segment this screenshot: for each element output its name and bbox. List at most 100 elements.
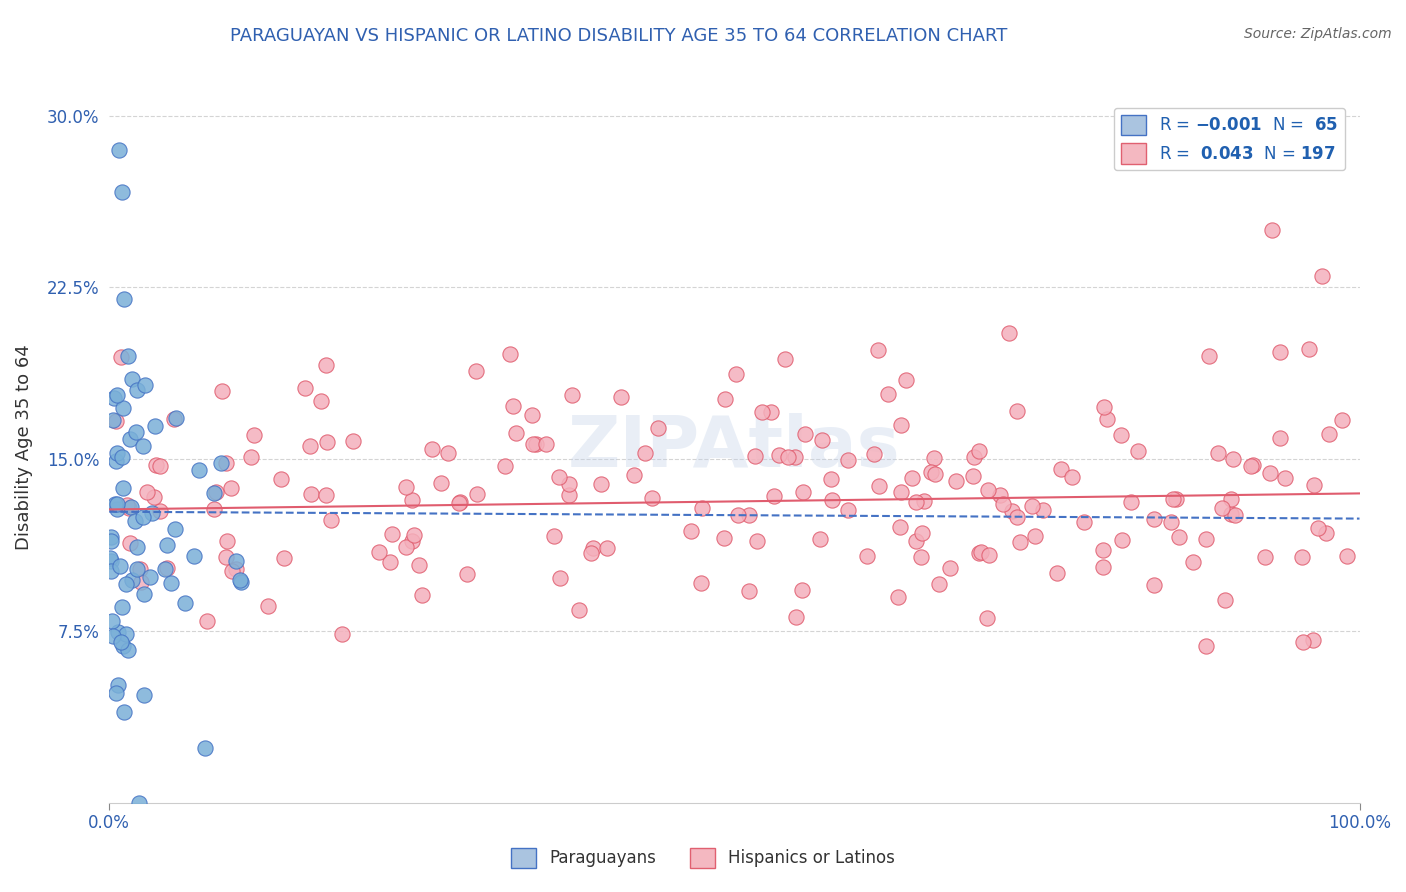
Point bbox=[904, 533, 927, 548]
Point bbox=[522, 436, 544, 450]
Point bbox=[110, 600, 132, 615]
Point bbox=[1195, 639, 1218, 653]
Point bbox=[188, 463, 211, 477]
Point bbox=[165, 522, 187, 536]
Point bbox=[524, 437, 547, 451]
Point bbox=[1268, 345, 1291, 359]
Point bbox=[811, 434, 834, 448]
Point bbox=[100, 564, 122, 578]
Point bbox=[1126, 444, 1149, 458]
Point bbox=[143, 490, 166, 504]
Point bbox=[912, 494, 935, 508]
Point bbox=[505, 426, 527, 441]
Point bbox=[1292, 635, 1315, 649]
Point bbox=[449, 494, 471, 508]
Point bbox=[713, 531, 735, 545]
Point bbox=[1220, 507, 1243, 521]
Point bbox=[1298, 342, 1320, 356]
Point bbox=[149, 458, 172, 473]
Point bbox=[127, 540, 149, 554]
Point bbox=[134, 378, 156, 392]
Point bbox=[1021, 500, 1043, 514]
Point bbox=[112, 401, 135, 415]
Point bbox=[243, 427, 266, 442]
Point bbox=[101, 629, 124, 643]
Point bbox=[976, 483, 998, 497]
Point bbox=[1302, 633, 1324, 648]
Point bbox=[117, 642, 139, 657]
Point bbox=[257, 599, 280, 613]
Point bbox=[837, 453, 859, 467]
Point bbox=[117, 500, 139, 515]
Point bbox=[1005, 510, 1028, 524]
Point bbox=[105, 501, 128, 516]
Point bbox=[194, 740, 217, 755]
Point bbox=[342, 434, 364, 449]
Point bbox=[890, 417, 912, 432]
Point bbox=[820, 472, 842, 486]
Point bbox=[633, 446, 655, 460]
Point bbox=[889, 520, 911, 534]
Point bbox=[1195, 532, 1218, 546]
Point bbox=[229, 574, 252, 589]
Point bbox=[117, 349, 139, 363]
Point bbox=[110, 634, 132, 648]
Point bbox=[1163, 491, 1185, 506]
Point bbox=[1258, 466, 1281, 480]
Point bbox=[128, 796, 150, 810]
Point bbox=[395, 540, 418, 554]
Point bbox=[103, 391, 125, 405]
Point bbox=[204, 502, 226, 516]
Point bbox=[215, 549, 238, 564]
Point bbox=[640, 491, 662, 505]
Point bbox=[792, 485, 814, 500]
Point bbox=[205, 485, 228, 500]
Point bbox=[1050, 461, 1073, 475]
Point bbox=[139, 570, 162, 584]
Point bbox=[868, 478, 890, 492]
Point bbox=[316, 434, 339, 449]
Point bbox=[132, 688, 155, 702]
Point bbox=[547, 470, 569, 484]
Point bbox=[1306, 521, 1329, 535]
Point bbox=[225, 562, 247, 576]
Point bbox=[962, 468, 984, 483]
Point bbox=[690, 575, 713, 590]
Point bbox=[467, 486, 489, 500]
Point bbox=[1091, 542, 1114, 557]
Point bbox=[1330, 413, 1353, 427]
Point bbox=[609, 390, 631, 404]
Point bbox=[270, 472, 292, 486]
Point bbox=[112, 705, 135, 719]
Point bbox=[1270, 432, 1292, 446]
Point bbox=[785, 610, 807, 624]
Point bbox=[229, 573, 252, 587]
Point bbox=[738, 508, 761, 522]
Point bbox=[1291, 550, 1313, 565]
Point bbox=[104, 454, 127, 468]
Point bbox=[1317, 426, 1340, 441]
Point bbox=[110, 558, 132, 573]
Point bbox=[1024, 529, 1046, 543]
Point bbox=[121, 372, 143, 386]
Point bbox=[165, 410, 187, 425]
Point bbox=[211, 384, 233, 399]
Point bbox=[1060, 470, 1083, 484]
Point bbox=[332, 627, 354, 641]
Point bbox=[1219, 491, 1241, 506]
Point bbox=[183, 549, 205, 564]
Point bbox=[558, 476, 581, 491]
Point bbox=[240, 450, 263, 464]
Point bbox=[1223, 508, 1246, 523]
Point bbox=[623, 468, 645, 483]
Point bbox=[1208, 446, 1230, 460]
Point bbox=[751, 405, 773, 419]
Point bbox=[534, 437, 557, 451]
Point bbox=[160, 576, 183, 591]
Point bbox=[111, 481, 134, 495]
Point bbox=[107, 387, 129, 401]
Point bbox=[596, 541, 619, 556]
Point bbox=[120, 432, 142, 446]
Point bbox=[744, 449, 766, 463]
Point bbox=[977, 548, 1000, 562]
